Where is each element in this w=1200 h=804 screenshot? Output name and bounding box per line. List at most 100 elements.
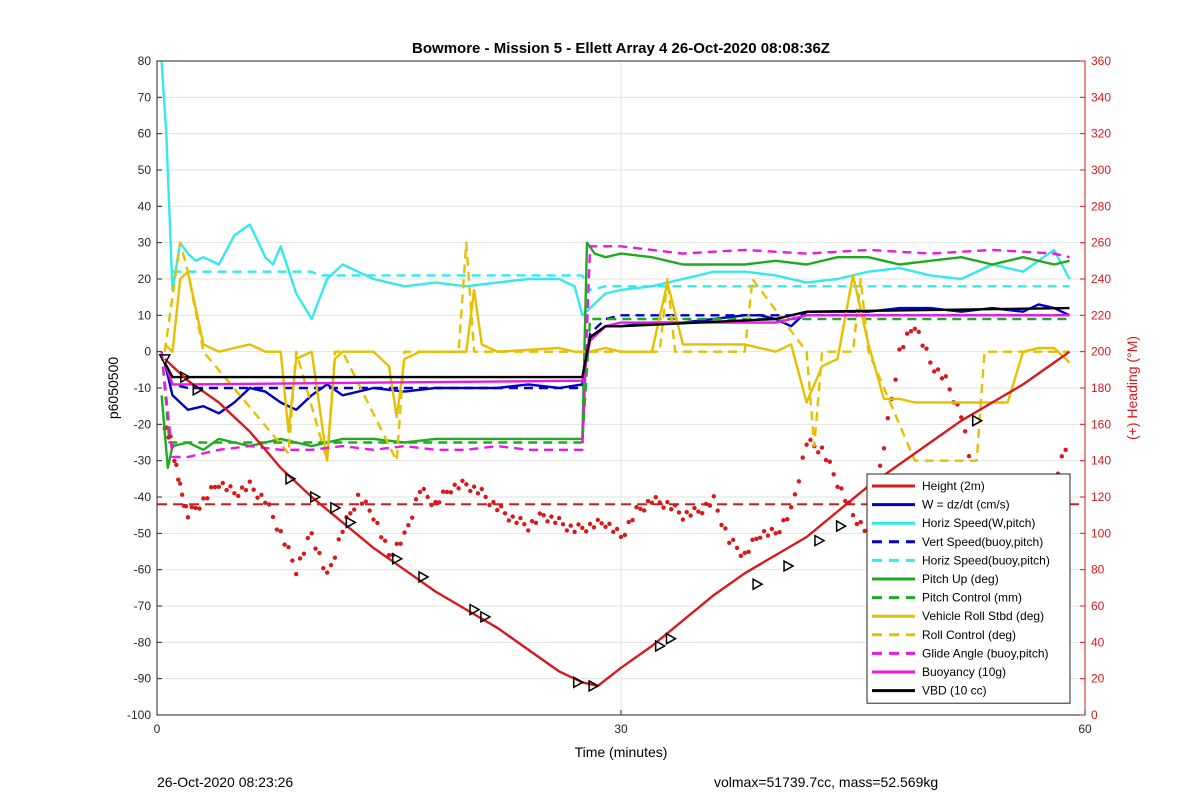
heading-point [560, 522, 566, 527]
heading-point [185, 515, 191, 520]
heading-point [172, 458, 177, 464]
heading-point [676, 510, 682, 515]
heading-point [514, 520, 519, 525]
heading-point [908, 329, 914, 334]
heading-point [734, 545, 740, 551]
heading-point [201, 496, 206, 501]
legend-label: Buoyancy (10g) [922, 665, 1006, 679]
left-tick-label: -10 [134, 381, 152, 395]
heading-point [176, 477, 181, 482]
dive-marker [180, 370, 192, 384]
heading-point [572, 529, 577, 535]
heading-point [286, 544, 291, 550]
series-line [163, 241, 1070, 462]
heading-point [962, 429, 968, 434]
heading-point [924, 346, 929, 351]
heading-point [274, 527, 280, 532]
heading-point [599, 521, 604, 526]
heading-point [491, 499, 496, 505]
heading-point [212, 484, 218, 490]
heading-point [495, 507, 500, 513]
heading-point [645, 498, 651, 504]
heading-point [251, 487, 256, 492]
heading-point [788, 504, 794, 510]
y-axis-label-right: (+) Heading (°M) [1124, 336, 1140, 440]
heading-point [614, 526, 620, 532]
heading-point [205, 496, 210, 501]
heading-point [742, 550, 747, 556]
left-tick-label: -20 [134, 417, 152, 431]
heading-point [483, 494, 488, 500]
heading-point [622, 532, 628, 538]
heading-point [290, 558, 295, 563]
series-line [160, 317, 1070, 444]
heading-point [456, 486, 461, 491]
heading-point [758, 535, 763, 540]
left-tick-label: 20 [138, 272, 152, 286]
heading-point [197, 506, 202, 511]
heading-point [475, 491, 481, 496]
heading-point [386, 552, 392, 558]
heading-point [804, 442, 809, 447]
heading-point [959, 415, 964, 420]
x-tick-label: 0 [154, 722, 161, 736]
dive-marker [835, 519, 848, 533]
heading-point [607, 521, 612, 527]
heading-point [402, 530, 407, 535]
right-tick-label: 80 [1091, 563, 1105, 577]
heading-point [928, 360, 933, 365]
series-line [172, 270, 1070, 292]
right-tick-label: 200 [1091, 345, 1111, 359]
heading-point [239, 485, 245, 490]
legend-label: Vehicle Roll Stbd (deg) [922, 609, 1044, 623]
heading-point [935, 367, 941, 372]
dive-marker [971, 414, 984, 427]
right-tick-label: 320 [1091, 127, 1111, 141]
right-tick-label: 300 [1091, 163, 1111, 177]
heading-point [897, 347, 902, 352]
heading-point [634, 504, 639, 510]
heading-point [808, 437, 813, 443]
heading-point [394, 541, 399, 547]
heading-point [282, 542, 287, 547]
heading-point [421, 486, 426, 492]
heading-point [754, 536, 759, 541]
heading-point [916, 329, 921, 334]
legend-label: Glide Angle (buoy,pitch) [922, 646, 1049, 660]
heading-point [901, 344, 906, 350]
heading-point [220, 480, 225, 486]
left-tick-label: 40 [138, 199, 152, 213]
heading-point [661, 505, 666, 510]
heading-point [630, 517, 635, 523]
heading-point [178, 481, 183, 486]
heading-point [313, 546, 318, 551]
right-tick-label: 240 [1091, 272, 1111, 286]
heading-point [174, 462, 179, 468]
heading-point [696, 509, 701, 514]
heading-point [816, 450, 821, 455]
heading-point [375, 520, 380, 526]
heading-point [294, 571, 299, 577]
right-tick-label: 220 [1091, 308, 1111, 322]
right-tick-label: 360 [1091, 54, 1111, 68]
heading-point [301, 551, 307, 556]
dive-marker [654, 639, 667, 653]
heading-point [487, 502, 492, 508]
heading-point [932, 369, 937, 374]
heading-point [885, 415, 890, 421]
heading-point [448, 490, 454, 495]
heading-point [359, 501, 365, 506]
left-tick-label: 70 [138, 90, 152, 104]
heading-point [827, 459, 832, 464]
heading-point [309, 531, 314, 536]
dive-marker [345, 516, 357, 529]
heading-point [850, 512, 856, 518]
heading-point [854, 521, 860, 527]
legend-label: Roll Control (deg) [922, 628, 1016, 642]
heading-point [839, 486, 844, 491]
heading-point [580, 525, 585, 531]
heading-point [243, 487, 249, 493]
legend-label: Pitch Control (mm) [922, 591, 1022, 605]
left-tick-label: -90 [134, 672, 152, 686]
dive-marker [310, 490, 322, 504]
